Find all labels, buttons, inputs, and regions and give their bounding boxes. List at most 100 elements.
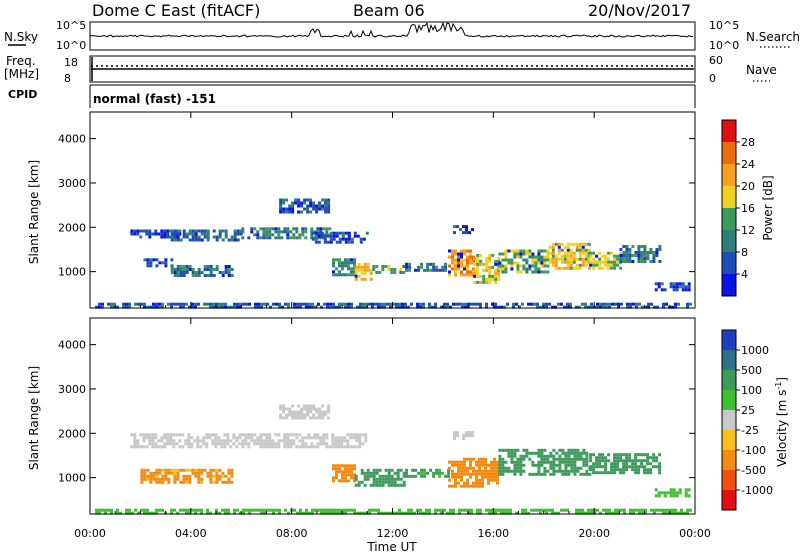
velocity-cell [463,466,466,470]
velocity-cell [337,436,341,440]
power-cell [327,198,331,202]
power-cell [608,305,611,309]
velocity-cell [292,442,296,446]
velocity-cell [504,469,508,473]
velocity-cell [516,469,520,473]
velocity-cell [170,471,174,475]
power-cell [194,274,198,277]
velocity-cell [316,436,320,440]
velocity-cell [187,439,191,443]
velocity-cell [655,465,659,469]
power-cell [233,229,237,233]
velocity-cell [224,508,227,512]
velocity-cell [451,469,454,473]
velocity-cell [278,511,281,515]
velocity-cell [488,511,491,515]
velocity-cell [516,457,520,461]
power-cell [309,204,313,208]
power-cell [254,302,257,306]
velocity-cell [146,468,150,472]
power-cell [689,302,692,306]
velocity-cell [344,508,347,512]
power-cell [652,254,656,257]
power-cell [338,264,341,268]
power-cell [548,245,552,249]
velocity-cell [328,445,332,449]
velocity-cell [295,445,299,449]
velocity-cell [451,484,454,488]
power-cell [347,267,350,271]
power-cell [488,268,492,272]
velocity-cell [634,459,638,463]
velocity-cell [145,445,149,449]
power-cell [327,210,331,214]
velocity-cell [601,453,605,457]
power-cell [531,270,535,274]
power-cell [504,249,508,253]
power-cell [410,302,413,306]
velocity-cell [185,468,189,472]
velocity-cell [654,494,658,498]
xtick-label: 04:00 [175,527,207,540]
power-cell [620,302,623,306]
velocity-cell [375,468,379,472]
velocity-cell [570,466,574,470]
velocity-cell [229,439,233,443]
power-cell [263,302,266,306]
velocity-cell [498,454,502,458]
power-cell [316,227,320,231]
power-cell [619,266,623,270]
velocity-cell [209,474,213,478]
power-cell [191,274,195,277]
velocity-cell [558,469,562,473]
velocity-cell [440,508,443,512]
velocity-cell [540,472,544,476]
power-cell [589,263,593,267]
velocity-cell [282,416,286,420]
velocity-cell [344,464,347,468]
power-cell [309,201,313,205]
velocity-cell [265,436,269,440]
velocity-cell [263,511,266,515]
power-cell [338,305,341,309]
velocity-cell [454,460,457,464]
power-cell [660,288,664,292]
velocity-cell [454,484,457,488]
velocity-cell [525,451,529,455]
power-cell [619,254,623,257]
velocity-cell [579,472,583,476]
power-cell [257,302,260,306]
power-cell [170,238,174,242]
power-cell [548,257,552,261]
power-cell [221,229,225,233]
velocity-cell [605,508,608,512]
velocity-cell [265,433,269,437]
velocity-cell [490,466,493,470]
velocity-cell [498,448,502,452]
power-cell [215,235,219,239]
velocity-cell [279,413,283,417]
power-cell [347,305,350,309]
power-cell [335,258,338,262]
power-cell [584,260,588,264]
velocity-colorbar-label: Velocity [m s-1] [774,377,789,467]
velocity-cell [537,460,541,464]
power-cell [578,242,582,246]
power-cell [274,230,278,234]
xtick-label: 20:00 [578,527,610,540]
velocity-cell [197,468,201,472]
power-cell [598,257,602,261]
velocity-cell [658,453,662,457]
velocity-cell [307,436,311,440]
velocity-cell [463,472,466,476]
velocity-cell [220,442,224,446]
velocity-cell [119,511,122,515]
velocity-cell [451,472,454,476]
power-cell [448,264,451,268]
velocity-cell [164,477,168,481]
power-cell [631,254,635,257]
velocity-cell [353,508,356,512]
power-cell [154,229,158,233]
velocity-cell [148,442,152,446]
power-cell [569,248,573,252]
